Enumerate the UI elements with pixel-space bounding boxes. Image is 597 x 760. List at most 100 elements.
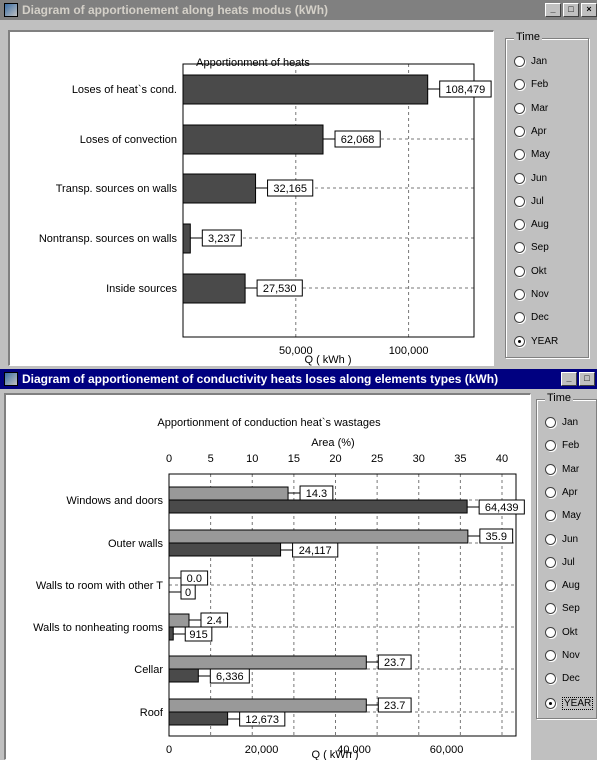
radio-label: Dec	[562, 673, 580, 685]
radio-circle-icon[interactable]	[514, 312, 525, 324]
radio-circle-icon[interactable]	[514, 102, 525, 114]
window-controls: _ □ ×	[545, 3, 597, 18]
time-radio-apr[interactable]: Apr	[514, 125, 547, 137]
q-bar	[168, 499, 468, 514]
radio-label: Okt	[562, 626, 578, 638]
time-radio-year[interactable]: YEAR	[545, 696, 594, 710]
radio-circle-icon[interactable]	[545, 603, 556, 615]
data-label-box	[267, 179, 314, 197]
conduction-bar-chart: Apportionment of conduction heat`s wasta…	[33, 417, 525, 760]
time-radio-nov[interactable]: Nov	[545, 650, 580, 661]
x-tick-label: 60,000	[430, 744, 464, 756]
time-radio-feb[interactable]: Feb	[545, 440, 579, 452]
time-radio-jan[interactable]: Jan	[514, 56, 547, 67]
time-radio-feb[interactable]: Feb	[514, 79, 548, 91]
area-data-label: 23.7	[384, 657, 405, 669]
heats-modus-window: Diagram of apportionement along heats mo…	[0, 0, 597, 368]
q-data-label: 64,439	[485, 502, 519, 514]
radio-circle-icon[interactable]	[514, 56, 525, 67]
data-label-box	[334, 130, 381, 148]
x-tick-label: 0	[166, 744, 172, 756]
time-radio-jul[interactable]: Jul	[514, 195, 544, 207]
bar	[182, 173, 257, 204]
radio-circle-icon[interactable]	[514, 289, 525, 300]
window-titlebar[interactable]: Diagram of apportionement along heats mo…	[0, 0, 597, 20]
time-radio-apr[interactable]: Apr	[545, 486, 578, 498]
time-radio-mar[interactable]: Mar	[545, 463, 579, 475]
radio-label: Jan	[562, 417, 579, 428]
area-bar	[168, 698, 367, 713]
radio-circle-icon[interactable]	[545, 650, 556, 661]
category-label: Walls to nonheating rooms	[33, 622, 163, 634]
radio-circle-icon[interactable]	[514, 172, 525, 184]
time-radio-okt[interactable]: Okt	[545, 626, 578, 638]
area-data-label: 23.7	[384, 700, 405, 712]
radio-circle-icon[interactable]	[545, 440, 556, 452]
radio-circle-icon[interactable]	[545, 463, 556, 475]
radio-circle-icon[interactable]	[514, 195, 525, 207]
radio-circle-icon[interactable]	[514, 125, 525, 137]
time-radio-jun[interactable]: Jun	[514, 172, 547, 184]
q-data-label: 0	[185, 587, 191, 599]
radio-circle-icon[interactable]	[545, 486, 556, 498]
category-label: Walls to room with other T	[36, 580, 163, 592]
radio-circle-icon[interactable]	[514, 335, 525, 347]
time-radio-jan[interactable]: Jan	[545, 417, 578, 428]
radio-label: Sep	[531, 242, 549, 254]
maximize-button[interactable]: □	[579, 372, 595, 386]
x2-tick-label: 10	[246, 453, 258, 465]
area-data-label: 0.0	[187, 573, 202, 585]
radio-circle-icon[interactable]	[545, 697, 556, 709]
bar	[182, 74, 429, 105]
radio-circle-icon[interactable]	[514, 149, 525, 161]
data-label: 62,068	[341, 134, 375, 146]
radio-label: YEAR	[531, 335, 559, 347]
time-radio-year[interactable]: YEAR	[514, 335, 559, 347]
radio-circle-icon[interactable]	[514, 219, 525, 231]
radio-circle-icon[interactable]	[545, 673, 556, 685]
area-bar	[168, 655, 367, 670]
time-radio-jun[interactable]: Jun	[545, 533, 578, 545]
radio-circle-icon[interactable]	[514, 265, 525, 277]
radio-label: Apr	[531, 125, 547, 137]
app-icon[interactable]	[4, 3, 18, 17]
time-radio-jul[interactable]: Jul	[545, 556, 575, 568]
minimize-button[interactable]: _	[561, 372, 577, 386]
time-radio-mar[interactable]: Mar	[514, 102, 548, 114]
radio-circle-icon[interactable]	[514, 79, 525, 91]
radio-label: Aug	[531, 219, 549, 231]
radio-circle-icon[interactable]	[545, 510, 556, 522]
data-label: 32,165	[273, 183, 307, 195]
time-radio-nov[interactable]: Nov	[514, 289, 549, 300]
time-radio-dec[interactable]: Dec	[545, 673, 580, 685]
time-radio-aug[interactable]: Aug	[545, 580, 580, 592]
data-label: 27,530	[263, 283, 297, 295]
minimize-button[interactable]: _	[545, 3, 561, 17]
x-axis-label: Q ( kWh )	[304, 354, 351, 366]
close-button[interactable]: ×	[581, 3, 597, 17]
x2-tick-label: 35	[454, 453, 466, 465]
maximize-button[interactable]: □	[563, 3, 579, 17]
radio-circle-icon[interactable]	[514, 242, 525, 254]
time-radio-sep[interactable]: Sep	[514, 242, 549, 254]
bar	[182, 223, 191, 254]
radio-circle-icon[interactable]	[545, 626, 556, 638]
radio-circle-icon[interactable]	[545, 417, 556, 428]
app-icon[interactable]	[4, 372, 18, 386]
radio-circle-icon[interactable]	[545, 556, 556, 568]
time-radio-may[interactable]: May	[514, 149, 550, 161]
data-label-box	[439, 80, 492, 98]
time-radio-may[interactable]: May	[545, 510, 581, 522]
radio-label: May	[531, 149, 550, 161]
x2-tick-label: 15	[288, 453, 300, 465]
radio-label: May	[562, 510, 581, 522]
window-titlebar[interactable]: Diagram of apportionement of conductivit…	[0, 369, 597, 389]
radio-circle-icon[interactable]	[545, 533, 556, 545]
q-data-label-box	[184, 626, 213, 642]
time-radio-dec[interactable]: Dec	[514, 312, 549, 324]
time-radio-okt[interactable]: Okt	[514, 265, 547, 277]
x2-axis-label: Area (%)	[311, 437, 354, 449]
radio-circle-icon[interactable]	[545, 580, 556, 592]
time-radio-sep[interactable]: Sep	[545, 603, 580, 615]
time-radio-aug[interactable]: Aug	[514, 219, 549, 231]
